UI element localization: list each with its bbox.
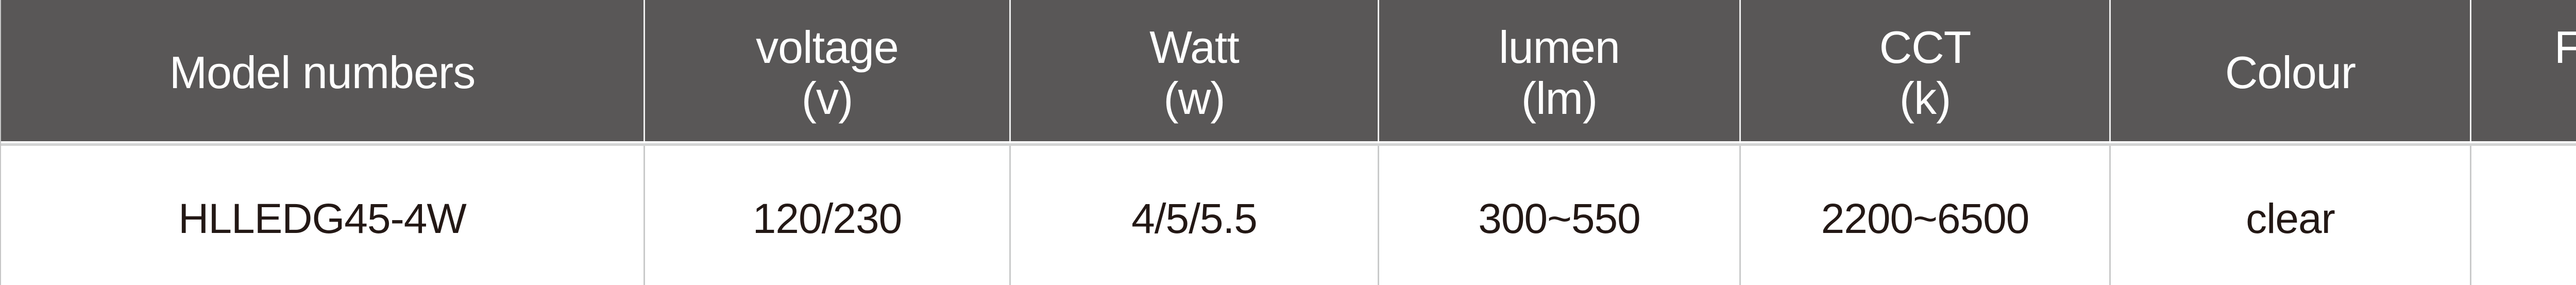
header-label-voltage: voltage (v) [756,21,899,124]
header-cell-lumen: lumen (lm) [1379,0,1741,141]
header-label-filaments-count: Filaments Count [2554,18,2576,124]
header-cell-watt: Watt (w) [1011,0,1379,141]
lumen-value: 300~550 [1478,195,1641,242]
cell-watt: 4/5/5.5 [1011,146,1379,285]
header-cell-filaments-count: Filaments Count [2471,0,2576,141]
colour-value: clear [2246,195,2335,242]
header-label-watt: Watt (w) [1149,21,1240,124]
cell-lumen: 300~550 [1379,146,1741,285]
header-body-divider-white [1,141,2576,143]
header-label-colour: Colour [2225,47,2356,98]
cell-model-number: HLLEDG45-4W [1,146,645,285]
header-cell-voltage: voltage (v) [645,0,1011,141]
cct-value: 2200~6500 [1821,195,2030,242]
cell-filaments-count: 4 [2471,146,2576,285]
cell-colour: clear [2111,146,2471,285]
voltage-value: 120/230 [752,195,902,242]
header-label-cct: CCT (k) [1879,21,1972,124]
header-cell-colour: Colour [2111,0,2471,141]
header-cell-model-numbers: Model numbers [1,0,645,141]
cell-cct: 2200~6500 [1741,146,2111,285]
table-data-row: HLLEDG45-4W 120/230 4/5/5.5 300~550 2200… [1,146,2576,285]
watt-value: 4/5/5.5 [1131,195,1258,242]
model-number-value: HLLEDG45-4W [178,195,467,242]
header-label-lumen: lumen (lm) [1499,21,1620,124]
header-body-divider-gray [1,143,2576,146]
table-header-row: Model numbers voltage (v) Watt (w) lumen… [1,0,2576,141]
header-label-model-numbers: Model numbers [169,47,476,98]
header-cell-cct: CCT (k) [1741,0,2111,141]
cell-voltage: 120/230 [645,146,1011,285]
